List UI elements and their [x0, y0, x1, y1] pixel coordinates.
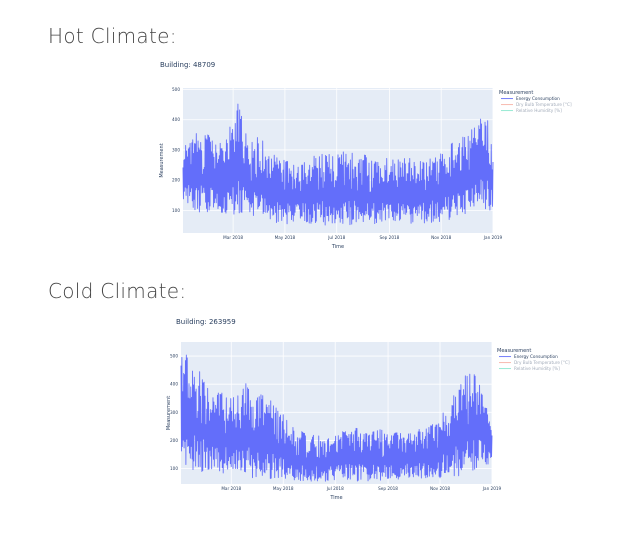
x-axis-title: Time [329, 495, 342, 501]
y-tick-label: 300 [172, 147, 180, 152]
chart-title: Building: 263959 [176, 318, 236, 326]
y-tick-label: 400 [172, 117, 180, 122]
legend-item[interactable]: Relative Humidity [%] [499, 366, 560, 371]
legend-label: Dry Bulb Temperature [°C] [514, 360, 570, 365]
y-tick-label: 100 [170, 466, 178, 471]
x-tick-label: Jul 2018 [327, 235, 345, 240]
chart-title: Building: 48709 [160, 61, 215, 69]
section-heading-cold: Cold Climate: [48, 279, 187, 303]
x-axis-title: Time [331, 244, 344, 250]
chart-hot-climate[interactable]: Building: 48709 100 200 300 400 500 Mar 2018 Ma… [0, 0, 636, 270]
x-tick-label: May 2018 [275, 235, 296, 240]
y-tick-label: 200 [170, 438, 178, 443]
section-heading-hot: Hot Climate: [48, 24, 177, 48]
legend-label: Relative Humidity [%] [514, 366, 560, 371]
legend-title: Measurement [497, 348, 531, 354]
legend-item[interactable]: Energy Consumption [501, 96, 560, 101]
series-line-energy-consumption[interactable] [180, 354, 493, 482]
legend-item[interactable]: Dry Bulb Temperature [°C] [499, 360, 570, 365]
y-axis-title: Measurement [166, 396, 172, 430]
y-tick-label: 200 [172, 178, 180, 183]
x-tick-label: Jan 2019 [482, 486, 502, 491]
legend-label: Dry Bulb Temperature [°C] [516, 102, 572, 107]
y-tick-label: 400 [170, 382, 178, 387]
y-tick-label: 500 [170, 354, 178, 359]
x-tick-label: Jul 2018 [326, 486, 344, 491]
legend-item[interactable]: Relative Humidity [%] [501, 108, 562, 113]
legend-item[interactable]: Dry Bulb Temperature [°C] [501, 102, 572, 107]
x-tick-label: Nov 2018 [430, 486, 450, 491]
legend-label: Energy Consumption [516, 96, 560, 101]
y-tick-label: 100 [172, 208, 180, 213]
series-line-energy-consumption[interactable] [182, 103, 494, 226]
x-tick-label: Mar 2018 [221, 486, 241, 491]
x-tick-label: Jan 2019 [483, 235, 503, 240]
x-tick-label: Sep 2018 [379, 235, 399, 240]
x-tick-label: Sep 2018 [378, 486, 398, 491]
x-tick-label: May 2018 [273, 486, 294, 491]
x-tick-label: Nov 2018 [431, 235, 451, 240]
y-tick-label: 500 [172, 87, 180, 92]
x-tick-label: Mar 2018 [223, 235, 243, 240]
legend-item[interactable]: Energy Consumption [499, 354, 558, 359]
y-tick-label: 300 [170, 410, 178, 415]
legend-label: Relative Humidity [%] [516, 108, 562, 113]
legend-label: Energy Consumption [514, 354, 558, 359]
y-axis-title: Measurement [159, 143, 165, 177]
legend-title: Measurement [499, 90, 533, 96]
